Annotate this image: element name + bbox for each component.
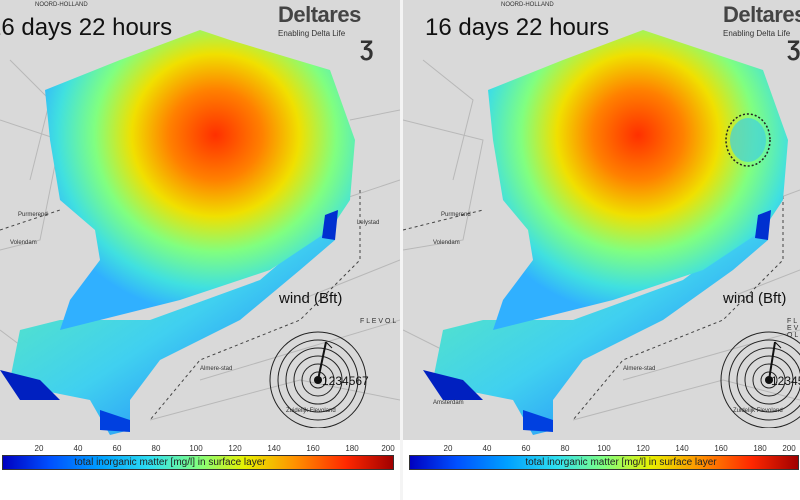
city-label-almere: Almere-stad: [200, 366, 233, 372]
wind-scale: 1234567: [322, 374, 369, 388]
colorbar-tick: 180: [753, 444, 767, 453]
map-canvas: [0, 0, 400, 455]
map-panel-left: NOORD-HOLLAND F L E V O L Lelystad Volen…: [0, 0, 400, 500]
colorbar-tick: 140: [267, 444, 281, 453]
deltares-logo-icon: Ʒ: [360, 36, 374, 61]
city-label-amsterdam: Amsterdam: [433, 400, 464, 406]
colorbar-ticks: 20 40 60 80 100 120 140 160 180 200: [403, 440, 800, 454]
region-label: NOORD-HOLLAND: [35, 2, 88, 8]
region-label-flevoland: F L E V O L: [787, 318, 799, 339]
city-label-almere: Almere-stad: [623, 366, 656, 372]
colorbar-tick: 80: [151, 444, 161, 453]
region-label-zuidelijk: Zuidelijk Flevoland: [733, 408, 783, 414]
colorbar-tick: 160: [714, 444, 728, 453]
colorbar-tick: 20: [443, 444, 453, 453]
colorbar-tick: 60: [521, 444, 531, 453]
colorbar-tick: 80: [560, 444, 570, 453]
city-label-purmerend: Purmerend: [18, 212, 48, 218]
colorbar-tick: 200: [381, 444, 395, 453]
simulation-time: 16 days 22 hours: [425, 14, 610, 41]
colorbar-tick: 100: [189, 444, 203, 453]
colorbar-tick: 200: [782, 444, 796, 453]
colorbar-ticks: 20 40 60 80 100 120 140 160 180 200: [0, 440, 400, 454]
colorbar-tick: 180: [345, 444, 359, 453]
colorbar-gradient: [2, 455, 394, 470]
colorbar-tick: 120: [228, 444, 242, 453]
brand-tagline: Enabling Delta Life: [723, 29, 791, 38]
colorbar-tick: 120: [636, 444, 650, 453]
panel-divider: [400, 0, 403, 500]
brand-tagline: Enabling Delta Life: [278, 29, 346, 38]
colorbar-tick: 140: [675, 444, 689, 453]
map-canvas: [403, 0, 800, 455]
wind-title: wind (Bft): [279, 290, 343, 307]
colorbar-tick: 160: [306, 444, 320, 453]
colorbar-tick: 100: [597, 444, 611, 453]
city-label-purmerend: Purmerend: [441, 212, 471, 218]
colorbar-tick: 40: [73, 444, 83, 453]
map-panel-right: NOORD-HOLLAND F L E V O L Volendam Purme…: [403, 0, 800, 500]
wind-scale: 1234567: [771, 374, 800, 388]
colorbar-tick: 60: [112, 444, 122, 453]
region-label: NOORD-HOLLAND: [501, 2, 554, 8]
city-label-volendam: Volendam: [433, 240, 460, 246]
colorbar-tick: 40: [482, 444, 492, 453]
colorbar-tick: 20: [34, 444, 44, 453]
colorbar: 20 40 60 80 100 120 140 160 180 200 tota…: [0, 440, 400, 500]
brand-name: Deltares: [278, 2, 361, 27]
wind-rose-icon: [703, 318, 800, 433]
deltares-logo-icon: Ʒ: [787, 36, 800, 61]
colorbar-label: total inorganic matter [mg/l] in surface…: [74, 457, 266, 468]
colorbar-label: total inorganic matter [mg/l] in surface…: [525, 457, 717, 468]
wind-title: wind (Bft): [723, 290, 787, 307]
brand-name: Deltares: [723, 2, 800, 27]
colorbar: 20 40 60 80 100 120 140 160 180 200 tota…: [403, 440, 800, 500]
colorbar-gradient: [409, 455, 799, 470]
deltares-brand: Deltares Enabling Delta Life Ʒ: [278, 2, 373, 62]
wind-rose-icon: [266, 318, 376, 433]
city-label-volendam: Volendam: [10, 240, 37, 246]
simulation-time: 16 days 22 hours: [0, 14, 173, 41]
region-label-flevoland: F L E V O L: [360, 318, 397, 325]
city-label-lelystad: Lelystad: [357, 220, 380, 226]
deltares-brand: Deltares Enabling Delta Life Ʒ: [723, 2, 800, 62]
